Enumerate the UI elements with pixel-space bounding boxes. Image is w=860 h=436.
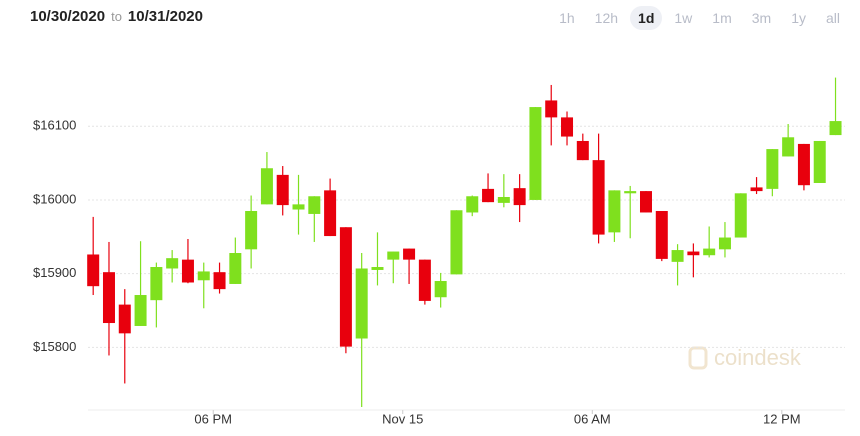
- candle-body: [734, 193, 747, 238]
- candle-body: [687, 251, 700, 256]
- candle-body: [260, 168, 273, 205]
- date-sep: to: [111, 9, 122, 24]
- candle-body: [134, 295, 147, 326]
- range-button[interactable]: all: [825, 10, 840, 26]
- range-button[interactable]: 1d: [630, 6, 663, 30]
- candle-body: [229, 253, 242, 284]
- range-button[interactable]: 1w: [674, 10, 693, 26]
- candle-body: [324, 190, 337, 237]
- candle-body: [387, 251, 400, 260]
- y-tick-label: $15900: [33, 265, 76, 280]
- candle-body: [434, 281, 447, 298]
- candle-body: [403, 248, 416, 260]
- candle-body: [371, 267, 384, 270]
- candle-body: [718, 237, 731, 250]
- candle-body: [276, 174, 289, 206]
- candle-body: [150, 267, 163, 301]
- range-button[interactable]: 3m: [751, 10, 772, 26]
- candle-body: [450, 210, 463, 275]
- candle-body: [197, 271, 210, 281]
- range-button[interactable]: 12h: [594, 10, 619, 26]
- watermark-icon: [688, 346, 708, 370]
- range-button[interactable]: 1y: [791, 10, 806, 26]
- range-buttons: 1h 12h 1d 1w 1m 3m 1y all: [551, 6, 848, 30]
- candle-body: [497, 196, 510, 203]
- candle-body: [592, 160, 605, 235]
- candle-body: [245, 210, 258, 250]
- candle-body: [797, 143, 810, 186]
- candle-body: [308, 196, 321, 214]
- x-tick-label: 12 PM: [763, 411, 801, 426]
- candle-body: [292, 204, 305, 210]
- candle-body: [655, 210, 668, 259]
- candle-body: [576, 140, 589, 161]
- candle-body: [181, 259, 194, 283]
- candle-body: [166, 258, 179, 269]
- candle-body: [513, 188, 526, 206]
- date-range: 10/30/2020 to 10/31/2020: [30, 8, 203, 25]
- range-button[interactable]: 1m: [712, 10, 732, 26]
- x-tick-label: Nov 15: [382, 411, 423, 426]
- date-from[interactable]: 10/30/2020: [30, 8, 106, 25]
- candle-body: [782, 137, 795, 157]
- candle-body: [813, 140, 826, 183]
- candle-body: [355, 268, 368, 339]
- candle-body: [529, 107, 542, 200]
- candle-body: [339, 227, 352, 347]
- watermark: coindesk: [688, 345, 802, 370]
- y-tick-label: $15800: [33, 339, 76, 354]
- candle-body: [87, 254, 100, 287]
- x-tick-label: 06 PM: [194, 411, 232, 426]
- y-tick-label: $16100: [33, 118, 76, 133]
- candle-body: [118, 304, 131, 334]
- watermark-text: coindesk: [714, 345, 802, 370]
- candle-body: [766, 149, 779, 189]
- x-tick-label: 06 AM: [574, 411, 611, 426]
- candle-body: [482, 188, 495, 203]
- candle-body: [545, 100, 558, 118]
- candle-body: [671, 250, 684, 262]
- range-button[interactable]: 1h: [559, 10, 575, 26]
- candle-body: [624, 191, 637, 194]
- candle-body: [750, 187, 763, 192]
- candle-body: [639, 191, 652, 213]
- candle-body: [213, 272, 226, 290]
- date-to[interactable]: 10/31/2020: [127, 8, 203, 25]
- candle-body: [561, 117, 574, 137]
- candle-body: [102, 272, 115, 324]
- candle-body: [418, 259, 431, 301]
- candle-body: [829, 121, 842, 136]
- candle-body: [703, 248, 716, 256]
- candle-body: [608, 190, 621, 233]
- y-tick-label: $16000: [33, 191, 76, 206]
- candle-body: [466, 196, 479, 213]
